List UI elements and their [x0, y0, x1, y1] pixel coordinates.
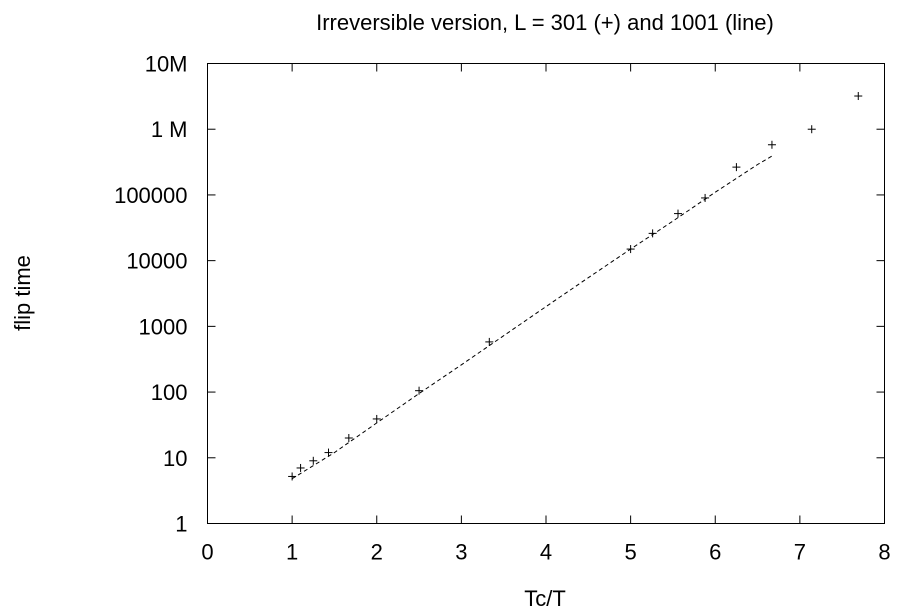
- y-tick-label: 10000: [126, 249, 187, 274]
- data-point: [767, 140, 776, 149]
- fit-line-l1001: [291, 155, 773, 480]
- plot-frame: [207, 63, 885, 524]
- x-axis-label: Tc/T: [524, 586, 566, 611]
- x-tick-label: 3: [455, 540, 467, 565]
- y-axis: 1 10 100 1000 10000 100000 1 M 10M: [114, 52, 885, 537]
- x-tick-label: 7: [794, 540, 806, 565]
- y-tick-label: 1: [175, 512, 187, 537]
- data-point: [701, 193, 710, 202]
- y-axis-label: flip time: [10, 255, 35, 331]
- data-point: [626, 245, 635, 254]
- data-point: [288, 472, 297, 481]
- y-tick-label: 100: [151, 380, 188, 405]
- data-point: [372, 414, 381, 423]
- y-tick-label: 10M: [145, 52, 188, 77]
- data-point: [415, 386, 424, 395]
- y-tick-label: 10: [163, 446, 187, 471]
- data-point: [648, 229, 657, 238]
- data-point: [324, 448, 333, 457]
- x-axis: 0 1 2 3 4 5 6 7 8: [201, 63, 891, 565]
- x-tick-label: 6: [709, 540, 721, 565]
- x-tick-label: 1: [286, 540, 298, 565]
- x-tick-label: 5: [625, 540, 637, 565]
- data-point: [485, 337, 494, 346]
- x-tick-label: 4: [540, 540, 552, 565]
- data-point: [309, 456, 318, 465]
- y-tick-label: 1 M: [151, 117, 188, 142]
- y-tick-label: 100000: [114, 183, 187, 208]
- data-point: [344, 434, 353, 443]
- data-point: [854, 92, 863, 101]
- chart-title: Irreversible version, L = 301 (+) and 10…: [316, 10, 774, 35]
- x-tick-label: 2: [371, 540, 383, 565]
- data-point: [674, 209, 683, 218]
- data-point: [732, 163, 741, 172]
- data-point: [296, 463, 305, 472]
- x-tick-label: 8: [878, 540, 890, 565]
- y-tick-label: 1000: [139, 314, 188, 339]
- x-tick-label: 0: [201, 540, 213, 565]
- data-point: [807, 125, 816, 134]
- marker-series-l301: [288, 92, 863, 481]
